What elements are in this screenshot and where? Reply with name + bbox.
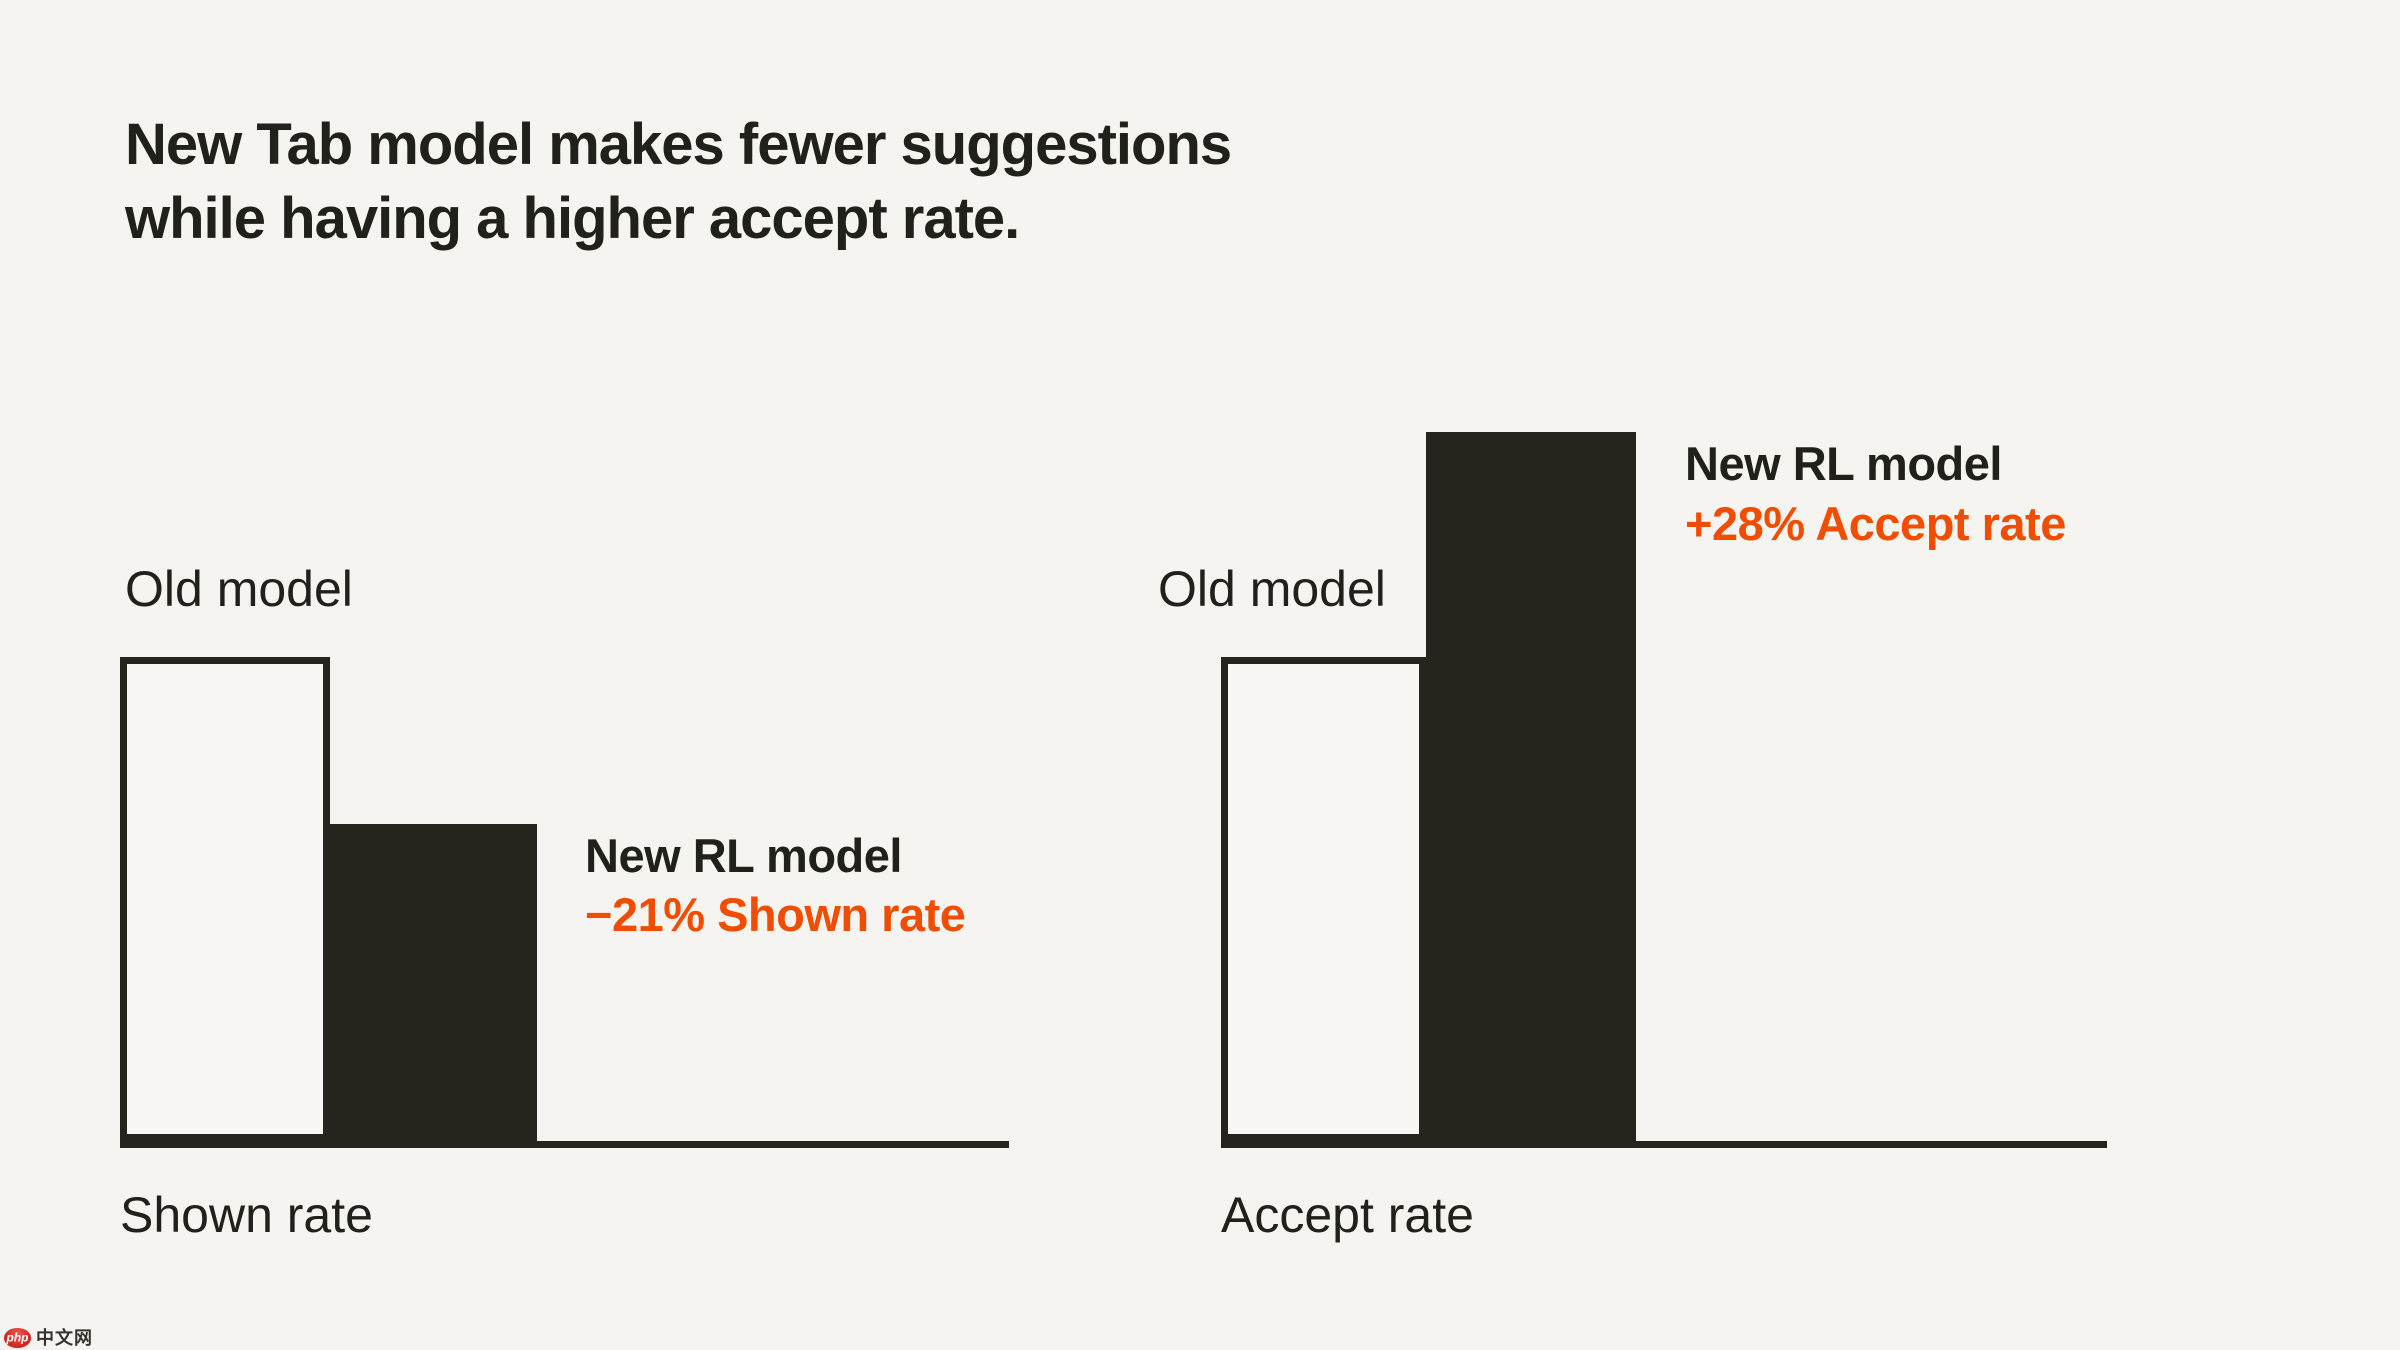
accept-old-model-label: Old model	[1158, 561, 1386, 617]
php-logo-text: php	[6, 1330, 29, 1345]
shown-old-model-label: Old model	[125, 561, 353, 617]
accept-old-model-bar	[1221, 657, 1426, 1141]
site-watermark: php 中文网	[4, 1327, 93, 1349]
shown-axis-line	[120, 1141, 1009, 1148]
page-title-line1: New Tab model makes fewer suggestions	[125, 112, 1232, 177]
page-title: New Tab model makes fewer suggestions wh…	[125, 108, 1232, 256]
accept-axis-line	[1221, 1141, 2107, 1148]
accept-new-model-bar	[1426, 432, 1636, 1141]
accept-annotation: New RL model +28% Accept rate	[1685, 434, 2066, 555]
shown-annotation-title: New RL model	[585, 829, 902, 882]
shown-annotation-delta: −21% Shown rate	[585, 888, 966, 941]
accept-annotation-delta: +28% Accept rate	[1685, 497, 2066, 550]
accept-annotation-title: New RL model	[1685, 437, 2002, 490]
accept-rate-axis-label: Accept rate	[1221, 1187, 1474, 1243]
shown-rate-axis-label: Shown rate	[120, 1187, 373, 1243]
watermark-site-name: 中文网	[36, 1328, 93, 1348]
shown-new-model-bar	[327, 824, 537, 1141]
php-logo-icon: php	[4, 1328, 31, 1348]
shown-old-model-bar	[120, 657, 330, 1141]
shown-annotation: New RL model −21% Shown rate	[585, 826, 966, 944]
page-title-line2: while having a higher accept rate.	[125, 186, 1020, 251]
